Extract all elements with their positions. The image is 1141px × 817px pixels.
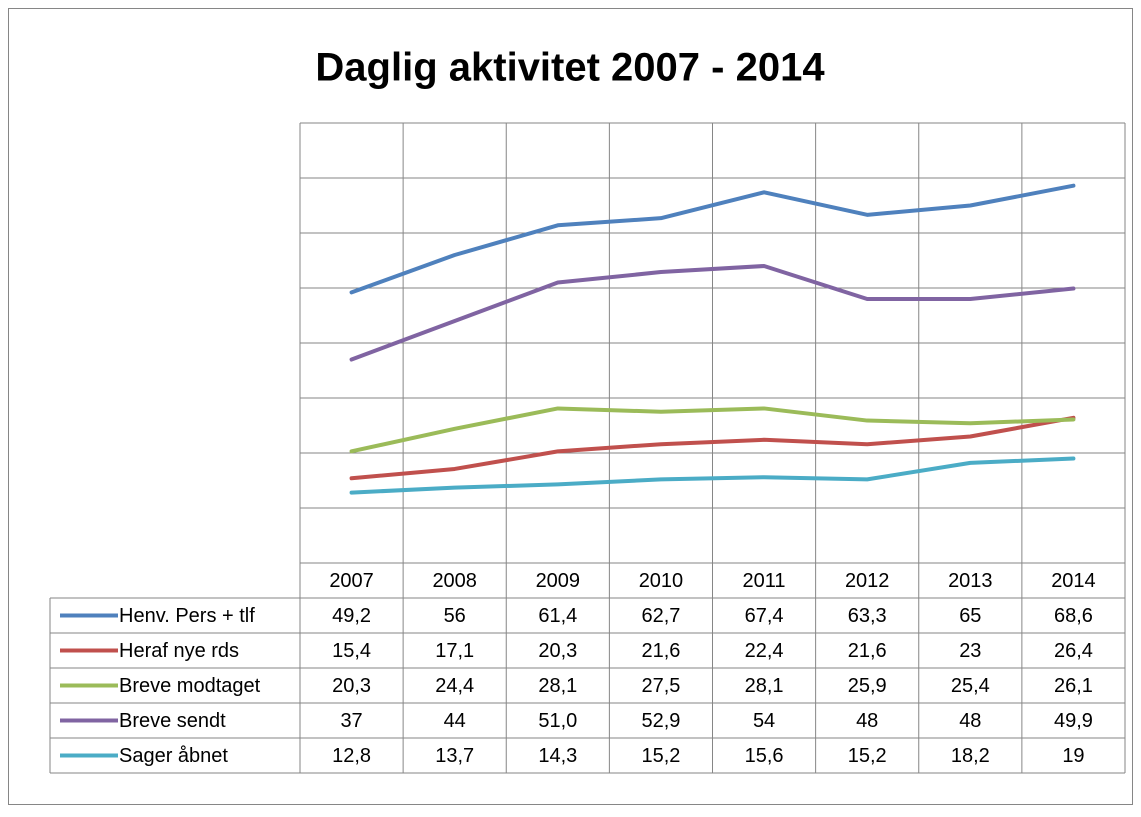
table-value: 17,1 bbox=[435, 640, 474, 662]
series-line bbox=[349, 183, 1076, 295]
table-value: 26,4 bbox=[1054, 640, 1093, 662]
series-line bbox=[349, 406, 1076, 454]
x-tick-label: 2008 bbox=[432, 570, 477, 592]
table-value: 65 bbox=[959, 605, 981, 627]
x-tick-label: 2012 bbox=[845, 570, 890, 592]
series-line bbox=[349, 415, 1076, 481]
table-value: 19 bbox=[1062, 745, 1084, 767]
table-value: 56 bbox=[444, 605, 466, 627]
x-tick-label: 2007 bbox=[329, 570, 374, 592]
table-value: 14,3 bbox=[538, 745, 577, 767]
table-value: 22,4 bbox=[745, 640, 784, 662]
table-value: 67,4 bbox=[745, 605, 784, 627]
table-value: 44 bbox=[444, 710, 466, 732]
table-value: 28,1 bbox=[745, 675, 784, 697]
x-tick-label: 2014 bbox=[1051, 570, 1096, 592]
legend-label: Henv. Pers + tlf bbox=[119, 605, 255, 627]
table-value: 15,6 bbox=[745, 745, 784, 767]
chart-title: Daglig aktivitet 2007 - 2014 bbox=[315, 46, 825, 90]
table-value: 49,9 bbox=[1054, 710, 1093, 732]
table-value: 13,7 bbox=[435, 745, 474, 767]
series-line bbox=[349, 456, 1076, 495]
table-value: 62,7 bbox=[641, 605, 680, 627]
chart-border bbox=[8, 8, 1133, 805]
table-value: 18,2 bbox=[951, 745, 990, 767]
legend-label: Sager åbnet bbox=[119, 745, 228, 767]
table-value: 12,8 bbox=[332, 745, 371, 767]
table-value: 21,6 bbox=[641, 640, 680, 662]
x-tick-label: 2009 bbox=[536, 570, 581, 592]
table-value: 20,3 bbox=[332, 675, 371, 697]
series-line bbox=[349, 264, 1076, 362]
table-value: 24,4 bbox=[435, 675, 474, 697]
table-value: 48 bbox=[856, 710, 878, 732]
table-value: 54 bbox=[753, 710, 775, 732]
table-value: 61,4 bbox=[538, 605, 577, 627]
table-value: 68,6 bbox=[1054, 605, 1093, 627]
table-value: 52,9 bbox=[641, 710, 680, 732]
table-value: 25,4 bbox=[951, 675, 990, 697]
table-value: 37 bbox=[340, 710, 362, 732]
table-value: 27,5 bbox=[641, 675, 680, 697]
table-value: 63,3 bbox=[848, 605, 887, 627]
table-value: 20,3 bbox=[538, 640, 577, 662]
x-tick-label: 2013 bbox=[948, 570, 993, 592]
table-value: 48 bbox=[959, 710, 981, 732]
table-value: 23 bbox=[959, 640, 981, 662]
table-value: 26,1 bbox=[1054, 675, 1093, 697]
table-value: 51,0 bbox=[538, 710, 577, 732]
table-value: 49,2 bbox=[332, 605, 371, 627]
x-tick-label: 2010 bbox=[639, 570, 684, 592]
table-value: 15,4 bbox=[332, 640, 371, 662]
table-value: 28,1 bbox=[538, 675, 577, 697]
x-tick-label: 2011 bbox=[743, 570, 786, 592]
legend-label: Breve modtaget bbox=[119, 675, 261, 697]
table-value: 25,9 bbox=[848, 675, 887, 697]
table-value: 15,2 bbox=[641, 745, 680, 767]
table-value: 21,6 bbox=[848, 640, 887, 662]
table-value: 15,2 bbox=[848, 745, 887, 767]
legend-label: Breve sendt bbox=[119, 710, 226, 732]
legend-label: Heraf nye rds bbox=[119, 640, 239, 662]
